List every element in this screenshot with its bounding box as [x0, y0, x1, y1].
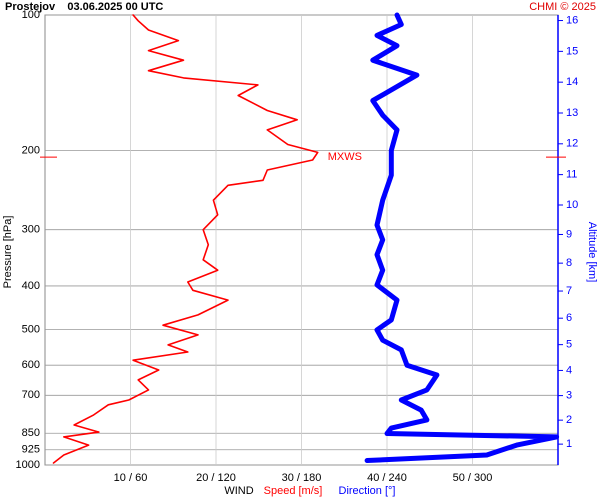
y2-tick-label: 16	[566, 14, 578, 26]
x-tick-label: 10 / 60	[114, 472, 148, 484]
y2-tick-label: 7	[566, 285, 572, 297]
y-tick-label: 300	[22, 224, 40, 236]
y2-tick-label: 14	[566, 76, 578, 88]
y2-tick-label: 10	[566, 199, 578, 211]
y-tick-label: 100	[22, 9, 40, 21]
y-tick-label: 700	[22, 389, 40, 401]
x-tick-label: 20 / 120	[196, 472, 236, 484]
x-axis-label: WIND	[224, 485, 253, 497]
y2-tick-label: 15	[566, 45, 578, 57]
x-tick-label: 40 / 240	[367, 472, 407, 484]
y2-tick-label: 5	[566, 339, 572, 351]
y-tick-label: 600	[22, 359, 40, 371]
y2-tick-label: 13	[566, 107, 578, 119]
legend-speed: Speed [m/s]	[264, 485, 323, 497]
y2-tick-label: 8	[566, 257, 572, 269]
y2-tick-label: 2	[566, 414, 572, 426]
speed-line	[52, 14, 319, 464]
y-tick-label: 400	[22, 280, 40, 292]
y2-tick-label: 6	[566, 312, 572, 324]
y2-tick-label: 1	[566, 438, 572, 450]
y-axis-label: Pressure [hPa]	[2, 216, 14, 289]
y-tick-label: 1000	[16, 459, 40, 471]
x-tick-label: 50 / 300	[453, 472, 493, 484]
y2-tick-label: 3	[566, 390, 572, 402]
y2-tick-label: 12	[566, 138, 578, 150]
y-tick-label: 850	[22, 427, 40, 439]
legend-direction: Direction [°]	[339, 485, 396, 497]
annotation-label: MXWS	[328, 151, 362, 163]
credit: CHMI © 2025	[529, 1, 596, 13]
y-tick-label: 200	[22, 144, 40, 156]
y2-axis-label: Altitude [km]	[586, 222, 598, 283]
x-tick-label: 30 / 180	[282, 472, 322, 484]
y2-tick-label: 11	[566, 169, 577, 181]
y-tick-label: 925	[22, 444, 40, 456]
direction-line	[364, 12, 560, 463]
y2-tick-label: 9	[566, 228, 572, 240]
chart-title: Prostejov 03.06.2025 00 UTC	[5, 1, 163, 13]
y2-tick-label: 4	[566, 364, 572, 376]
y-tick-label: 500	[22, 323, 40, 335]
